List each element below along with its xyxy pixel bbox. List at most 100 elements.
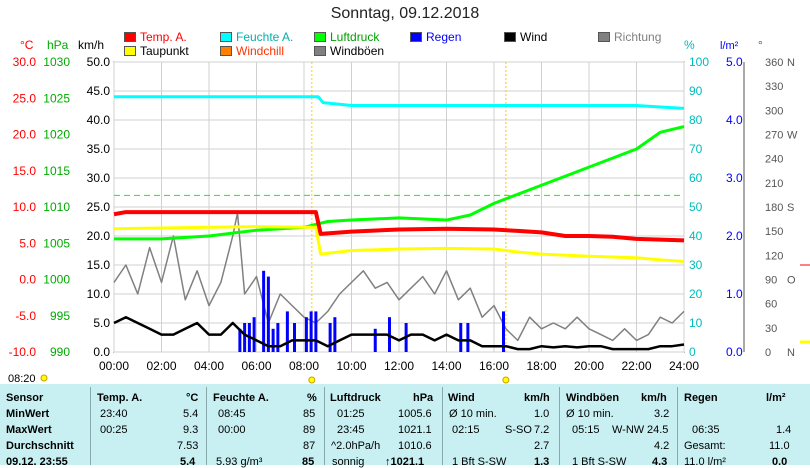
rain-bar — [373, 328, 377, 352]
celsius-tick-label: -10.0 — [9, 345, 37, 359]
direction-tick-label: 180 — [765, 202, 783, 214]
stats-avg-label: Durchschnitt — [6, 440, 74, 452]
stats-current-temp-val: 5.4 — [180, 456, 196, 468]
rain-tick-label: 1.0 — [726, 287, 743, 301]
stats-max-label: MaxWert — [6, 424, 52, 436]
kmh-tick-label: 50.0 — [87, 55, 111, 69]
time-tick-label: 10:00 — [336, 359, 366, 373]
stats-header-feuchte: Feuchte A. — [213, 392, 269, 404]
hpa-tick-label: 1015 — [43, 164, 70, 178]
celsius-tick-label: 0.0 — [19, 273, 36, 287]
series-taupunkt-line — [113, 225, 685, 263]
stats-divider — [324, 387, 325, 465]
kmh-tick-label: 40.0 — [87, 113, 111, 127]
stats-max-regen-val: 1.4 — [776, 424, 792, 436]
stats-avg-luftdruck-val: 1010.6 — [398, 440, 432, 452]
rain-bar — [328, 323, 332, 352]
stats-avg-luftdruck-text: ^2.0hPa/h — [331, 440, 381, 452]
celsius-tick-label: 5.0 — [19, 236, 36, 250]
hpa-tick-label: 990 — [50, 345, 70, 359]
legend-swatch-regen — [410, 32, 422, 42]
stats-divider — [90, 387, 91, 465]
legend-label-temp: Temp. A. — [140, 30, 187, 44]
stats-max-windboeen-time: 05:15 — [572, 424, 600, 436]
legend-item-feuchte: Feuchte A. — [220, 30, 293, 44]
stats-min-wind-text: Ø 10 min. — [449, 408, 497, 420]
rain-tick-label: 2.0 — [726, 229, 743, 243]
direction-tick-label: 150 — [765, 226, 783, 238]
stats-header-sensor: Sensor — [6, 392, 44, 404]
time-tick-label: 24:00 — [669, 359, 699, 373]
rain-bar — [333, 317, 337, 352]
stats-current-regen-val: 0.0 — [772, 456, 788, 468]
kmh-tick-label: 5.0 — [93, 316, 110, 330]
rain-tick-label: 5.0 — [726, 55, 743, 69]
direction-tick-label: 60 — [765, 299, 777, 311]
legend-item-windboeen: Windböen — [314, 44, 384, 58]
direction-letter-label: N — [787, 57, 795, 69]
percent-tick-label: 80 — [689, 113, 703, 127]
stats-current-feuchte-text: 5.93 g/m³ — [216, 456, 263, 468]
axis-unit-hpa: hPa — [47, 38, 69, 52]
legend-item-luftdruck: Luftdruck — [314, 30, 379, 44]
legend-item-regen: Regen — [410, 30, 461, 44]
stats-divider — [442, 387, 443, 465]
direction-letter-label: N — [787, 347, 795, 359]
stats-header-regen-unit: l/m² — [766, 392, 786, 404]
stats-avg-temp-val: 7.53 — [177, 440, 199, 452]
axis-unit-rain: l/m² — [720, 40, 739, 52]
stats-current-regen-text: 11.0 l/m² — [684, 456, 726, 468]
rain-bar — [502, 311, 505, 352]
legend-label-richtung: Richtung — [614, 30, 662, 44]
hpa-tick-label: 1025 — [43, 91, 70, 105]
series-temp-line — [113, 210, 685, 243]
legend-swatch-luftdruck — [314, 32, 326, 42]
percent-tick-label: 10 — [689, 316, 703, 330]
celsius-tick-label: 20.0 — [13, 128, 37, 142]
stats-current-feuchte-val: 85 — [302, 456, 315, 468]
legend-swatch-richtung — [598, 32, 610, 42]
direction-tick-label: 210 — [765, 178, 783, 190]
direction-tick-label: 90 — [765, 275, 777, 287]
stats-max-regen-time: 06:35 — [692, 424, 720, 436]
hpa-tick-label: 1020 — [43, 128, 70, 142]
direction-tick-label: 30 — [765, 323, 777, 335]
rain-bar — [314, 311, 318, 352]
axis-unit-kmh: km/h — [78, 38, 104, 52]
percent-tick-label: 100 — [689, 55, 709, 69]
kmh-tick-label: 0.0 — [93, 345, 110, 359]
stats-max-windboeen-dir: W-NW — [612, 424, 645, 436]
stats-header-feuchte-unit: % — [307, 392, 317, 404]
chart-svg: °C hPa km/h% l/m² ° 30.0 25.0 20.0 15.0 10.0 5.0 0.… — [8, 38, 810, 384]
stats-min-temp-time: 23:40 — [100, 408, 128, 420]
legend-item-temp: Temp. A. — [124, 30, 187, 44]
legend-label-windboeen: Windböen — [330, 44, 385, 58]
percent-tick-label: 0 — [689, 345, 696, 359]
stats-avg-regen-text: Gesamt: — [684, 440, 726, 452]
percent-tick-label: 30 — [689, 258, 703, 272]
stats-max-luftdruck-time: 23:45 — [337, 424, 365, 436]
time-tick-label: 14:00 — [431, 359, 461, 373]
time-tick-label: 20:00 — [574, 359, 604, 373]
time-tick-label: 06:00 — [241, 359, 271, 373]
hpa-tick-label: 1000 — [43, 273, 70, 287]
rain-bar — [309, 311, 313, 352]
legend-item-windchill: Windchill — [220, 44, 284, 58]
rain-bar — [293, 323, 296, 352]
direction-letter-label: O — [787, 275, 796, 287]
sunset-marker-icon — [502, 376, 510, 384]
rain-bar — [271, 328, 275, 352]
direction-tick-label: 270 — [765, 130, 783, 142]
legend-item-taupunkt: Taupunkt — [124, 44, 189, 58]
stats-header-temp: Temp. A. — [97, 392, 143, 404]
sunrise-label: 08:20 — [8, 373, 36, 384]
direction-tick-label: 330 — [765, 81, 783, 93]
stats-min-feuchte-val: 85 — [303, 408, 316, 420]
rain-bar — [285, 311, 289, 352]
stats-max-wind-time: 02:15 — [452, 424, 480, 436]
direction-tick-label: 120 — [765, 250, 783, 262]
hpa-tick-label: 1005 — [43, 236, 70, 250]
legend-label-regen: Regen — [426, 30, 462, 44]
stats-max-wind-dir: S-SO — [505, 424, 532, 436]
legend-swatch-windchill — [220, 46, 232, 56]
